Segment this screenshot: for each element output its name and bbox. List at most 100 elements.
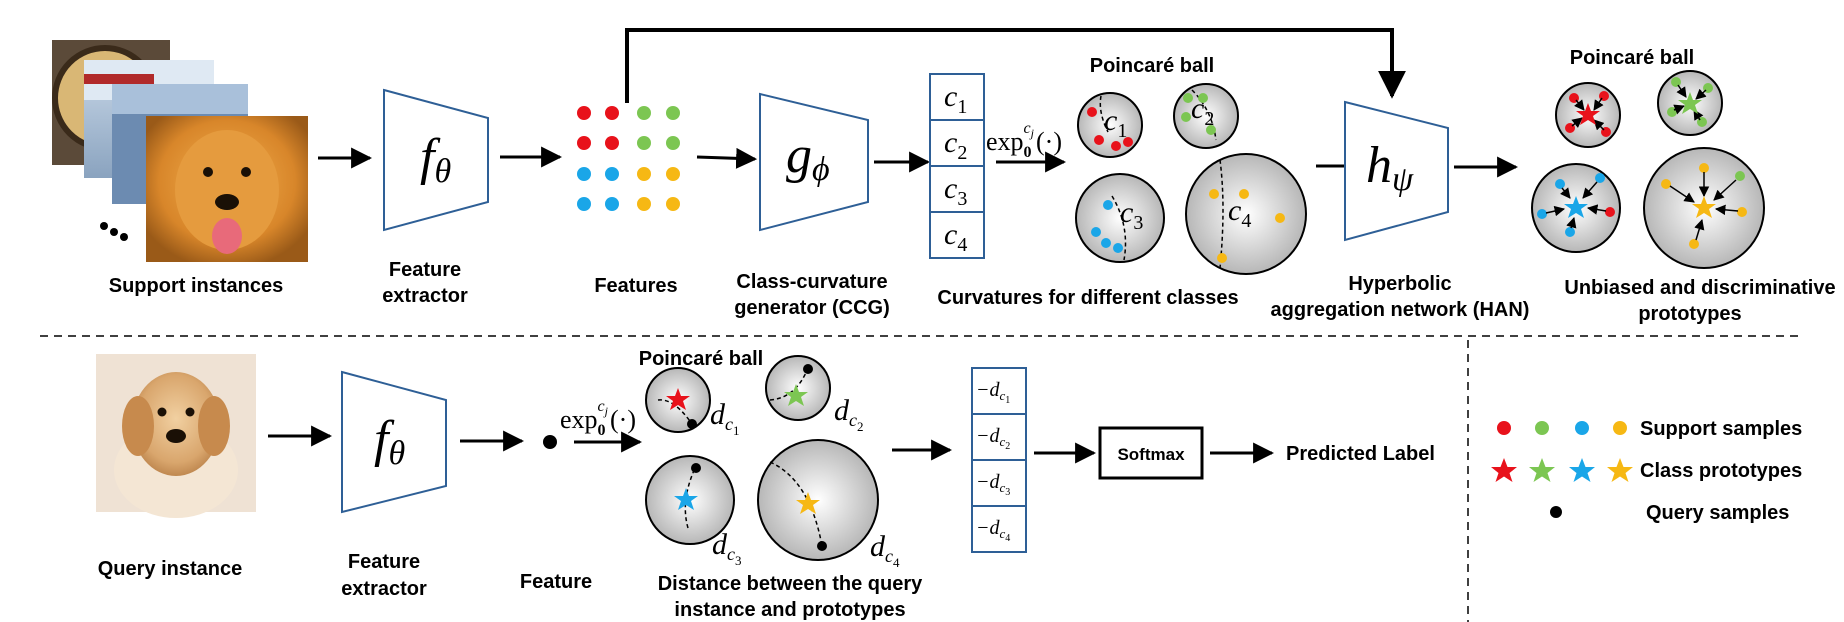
ball-label-c4: c4 — [1228, 194, 1251, 232]
feature-dot-blue — [577, 167, 591, 181]
legend-star-yellow — [1607, 458, 1633, 482]
curvature-c2: c2 — [944, 126, 967, 164]
curvature-c3: c3 — [944, 172, 967, 210]
feature-extractor-top-label: Feature — [389, 259, 461, 281]
legend-star-blue — [1569, 458, 1595, 482]
prototype-star-green — [1678, 92, 1702, 114]
ellipsis-dot — [110, 228, 118, 236]
legend-query-label: Query samples — [1646, 502, 1789, 524]
support-dot-green — [1198, 93, 1208, 103]
ccg-label: Class-curvature — [736, 271, 887, 293]
distance-ball-4: dc4 — [757, 439, 900, 570]
legend-dot-blue — [1575, 421, 1589, 435]
query-dot — [687, 419, 697, 429]
query-dot — [691, 463, 701, 473]
poincare-ball-label-bottom: Poincaré ball — [639, 348, 764, 370]
feature-extractor-bottom — [341, 370, 447, 514]
feature-extractor-top — [383, 88, 489, 232]
distance-label: Distance between the query — [658, 573, 923, 595]
distance-label-2: dc2 — [834, 394, 864, 434]
support-images — [52, 40, 308, 262]
legend-prototypes-label: Class prototypes — [1640, 460, 1802, 482]
support-dot-yellow — [1209, 189, 1219, 199]
query-star-red — [666, 388, 690, 410]
distance-label-2: instance and prototypes — [674, 599, 905, 621]
feature-dot-green — [637, 136, 651, 150]
feature-dot-red — [605, 106, 619, 120]
feature-dot-green — [666, 106, 680, 120]
distance-label-1: dc1 — [710, 398, 740, 438]
softmax-label: Softmax — [1117, 445, 1185, 464]
ball-label-c3: c3 — [1120, 196, 1143, 234]
neg-distance-2: −dc2 — [976, 425, 1010, 452]
curvature-ball-1: c1 — [1077, 92, 1143, 158]
curvature-ball-3: c3 — [1075, 173, 1165, 263]
feature-dot-green — [637, 106, 651, 120]
ccg-label-2: generator (CCG) — [734, 297, 890, 319]
feature-dot-yellow — [637, 167, 651, 181]
feature-dot-yellow — [666, 167, 680, 181]
legend-star-red — [1491, 458, 1517, 482]
han-symbol: hψ — [1366, 137, 1414, 198]
support-dot-red — [1087, 107, 1097, 117]
curvature-c4: c4 — [944, 218, 967, 256]
support-instances-label: Support instances — [109, 275, 283, 297]
query-instance-label: Query instance — [98, 558, 243, 580]
support-dot-blue — [1103, 200, 1113, 210]
prototype-ball-yellow — [1643, 147, 1765, 269]
prototypes-label: Unbiased and discriminative — [1564, 277, 1835, 299]
prototype-star-red — [1576, 103, 1600, 125]
curvature-stack: c1 c2 c3 c4 — [929, 73, 985, 259]
han-label-2: aggregation network (HAN) — [1271, 299, 1530, 321]
feature-extractor-bottom-label-2: extractor — [341, 578, 427, 600]
legend-dot-green — [1535, 421, 1549, 435]
poincare-ball-label-top: Poincaré ball — [1090, 55, 1215, 77]
support-dot-red — [1094, 135, 1104, 145]
curvature-box-4 — [929, 211, 985, 259]
ellipsis-dot — [100, 222, 108, 230]
query-star-yellow — [796, 492, 820, 514]
legend-dot-yellow — [1613, 421, 1627, 435]
neg-distance-box-1 — [971, 367, 1027, 415]
poincare-ball-label-right: Poincaré ball — [1570, 47, 1695, 69]
ball-label-c2: c2 — [1191, 92, 1214, 130]
query-feature-dot — [543, 435, 557, 449]
predicted-label: Predicted Label — [1286, 443, 1435, 465]
skip-arrow-features-to-han — [625, 28, 1406, 103]
feature-dot-red — [577, 136, 591, 150]
feature-dot-blue — [605, 197, 619, 211]
feature-extractor-bottom-label: Feature — [348, 551, 420, 573]
curvature-ball-2: c2 — [1173, 83, 1239, 149]
neg-distance-box-3 — [971, 459, 1027, 507]
legend-dot-red — [1497, 421, 1511, 435]
curvatures-label: Curvatures for different classes — [937, 287, 1238, 309]
features-grid — [577, 106, 680, 211]
curvature-box-3 — [929, 165, 985, 213]
query-star-green — [784, 384, 808, 406]
support-dot-red — [1123, 137, 1133, 147]
query-star-blue — [674, 488, 698, 510]
support-dot-green — [1206, 125, 1216, 135]
feature-label: Feature — [520, 571, 592, 593]
ccg-block — [759, 92, 869, 232]
distance-ball-2: dc2 — [765, 355, 864, 434]
arrow-features-to-ccg — [696, 147, 758, 169]
curvature-ball-4: c4 — [1185, 153, 1307, 275]
support-dot-yellow — [1239, 189, 1249, 199]
distance-label-4: dc4 — [870, 530, 900, 570]
query-dot — [817, 541, 827, 551]
distance-ball-3: dc3 — [645, 455, 742, 568]
support-dot-yellow — [1217, 253, 1227, 263]
support-dot-red — [1111, 141, 1121, 151]
curvature-c1: c1 — [944, 80, 967, 118]
ball-label-c1: c1 — [1104, 104, 1127, 142]
exp-map-top: exp0cj(·) — [986, 120, 1062, 161]
neg-distance-stack: −dc1 −dc2 −dc3 −dc4 — [971, 367, 1027, 553]
prototype-star-blue — [1564, 196, 1588, 218]
prototype-ball-blue — [1531, 163, 1621, 253]
prototypes-label-2: prototypes — [1638, 303, 1741, 325]
query-dot — [803, 364, 813, 374]
legend-query-dot — [1550, 506, 1562, 518]
han-block — [1344, 100, 1449, 242]
